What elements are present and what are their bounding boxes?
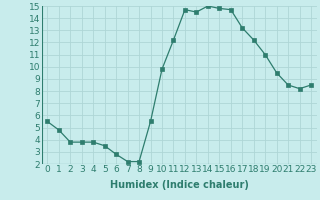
X-axis label: Humidex (Indice chaleur): Humidex (Indice chaleur)	[110, 180, 249, 190]
